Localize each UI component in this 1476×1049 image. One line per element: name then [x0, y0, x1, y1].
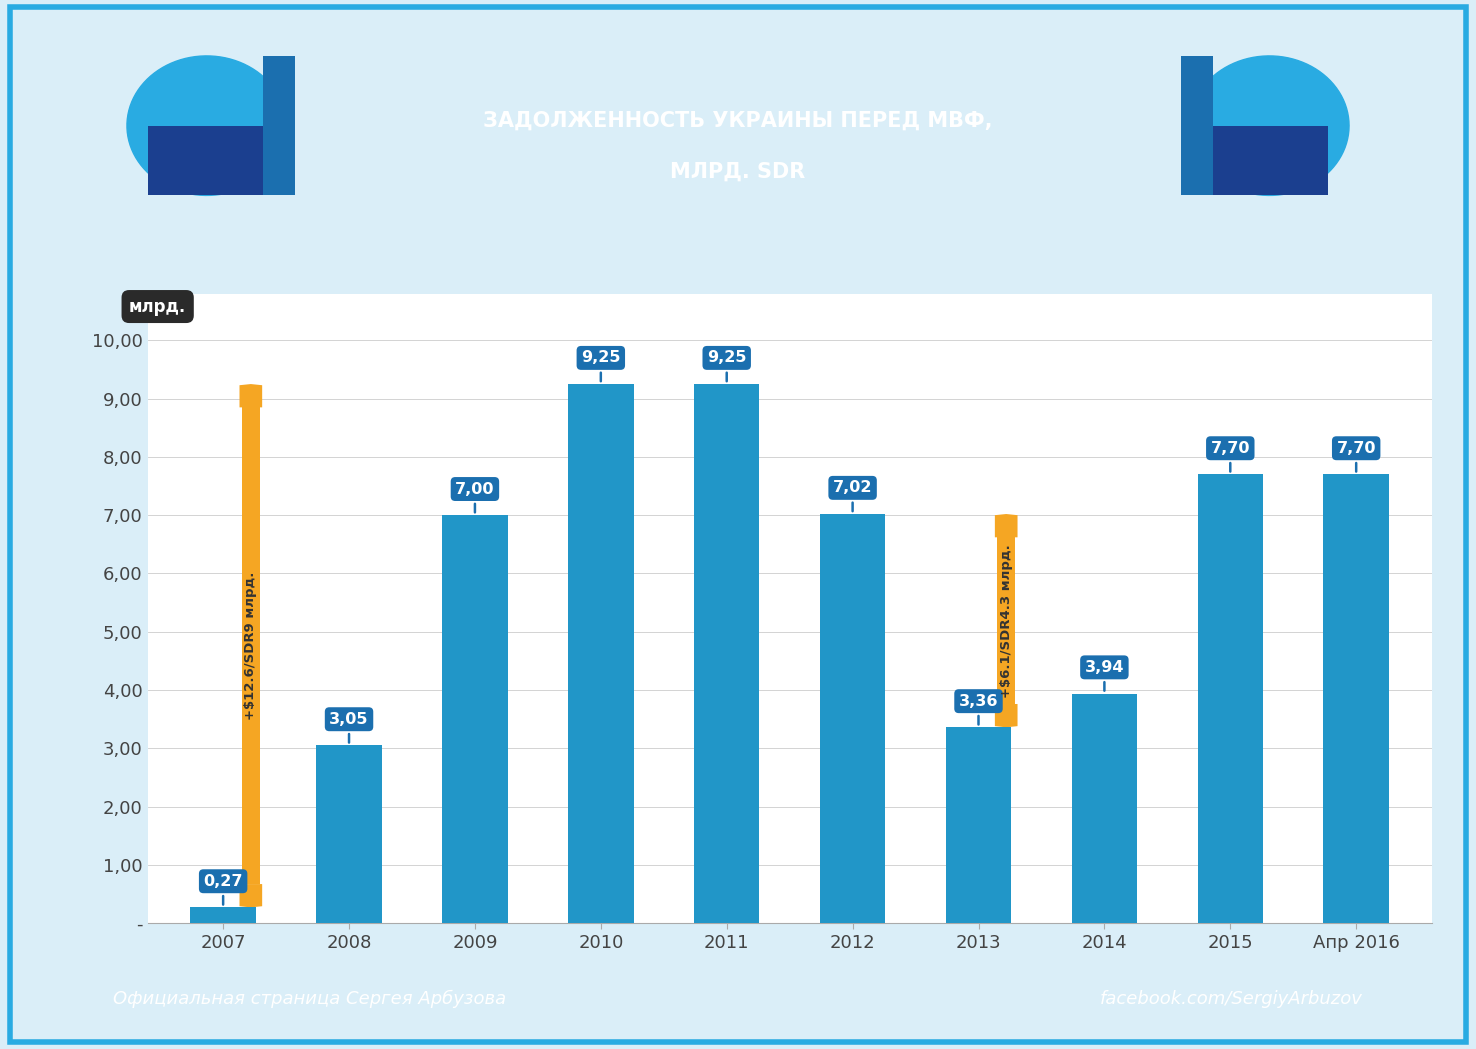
Polygon shape — [1190, 126, 1328, 195]
Bar — [819, 514, 886, 923]
Bar — [1072, 693, 1137, 923]
Bar — [443, 515, 508, 923]
Text: Официальная страница Сергея Арбузова: Официальная страница Сергея Арбузова — [114, 990, 506, 1008]
Text: 9,25: 9,25 — [707, 350, 747, 381]
Polygon shape — [148, 126, 286, 195]
Text: 3,94: 3,94 — [1085, 660, 1125, 690]
Bar — [568, 384, 633, 923]
Text: 7,70: 7,70 — [1210, 441, 1250, 472]
Text: млрд.: млрд. — [128, 298, 186, 316]
Text: 9,25: 9,25 — [582, 350, 620, 381]
Polygon shape — [1181, 56, 1213, 195]
Text: facebook.com/SergiyArbuzov: facebook.com/SergiyArbuzov — [1100, 990, 1362, 1008]
Polygon shape — [1190, 56, 1349, 195]
Polygon shape — [239, 384, 263, 407]
Polygon shape — [995, 514, 1017, 537]
Text: +$6.1/SDR4.3 млрд.: +$6.1/SDR4.3 млрд. — [999, 543, 1013, 698]
Text: ЗАДОЛЖЕННОСТЬ УКРАИНЫ ПЕРЕД МВФ,: ЗАДОЛЖЕННОСТЬ УКРАИНЫ ПЕРЕД МВФ, — [483, 111, 993, 131]
Bar — [190, 907, 255, 923]
Text: 7,02: 7,02 — [832, 480, 872, 511]
Text: МЛРД. SDR: МЛРД. SDR — [670, 162, 806, 181]
Bar — [1197, 474, 1263, 923]
Text: 0,27: 0,27 — [204, 874, 244, 904]
Polygon shape — [239, 884, 263, 907]
Polygon shape — [242, 407, 260, 884]
Text: +$12.6/SDR9 млрд.: +$12.6/SDR9 млрд. — [245, 572, 257, 720]
Text: 7,00: 7,00 — [455, 481, 494, 512]
Polygon shape — [127, 56, 286, 195]
Bar — [1324, 474, 1389, 923]
Text: 7,70: 7,70 — [1336, 441, 1376, 472]
Polygon shape — [998, 537, 1015, 704]
Polygon shape — [263, 56, 295, 195]
Polygon shape — [995, 704, 1017, 727]
Text: 3,36: 3,36 — [959, 693, 998, 725]
Bar — [694, 384, 760, 923]
Bar — [946, 727, 1011, 923]
Bar — [316, 746, 382, 923]
Text: 3,05: 3,05 — [329, 711, 369, 743]
